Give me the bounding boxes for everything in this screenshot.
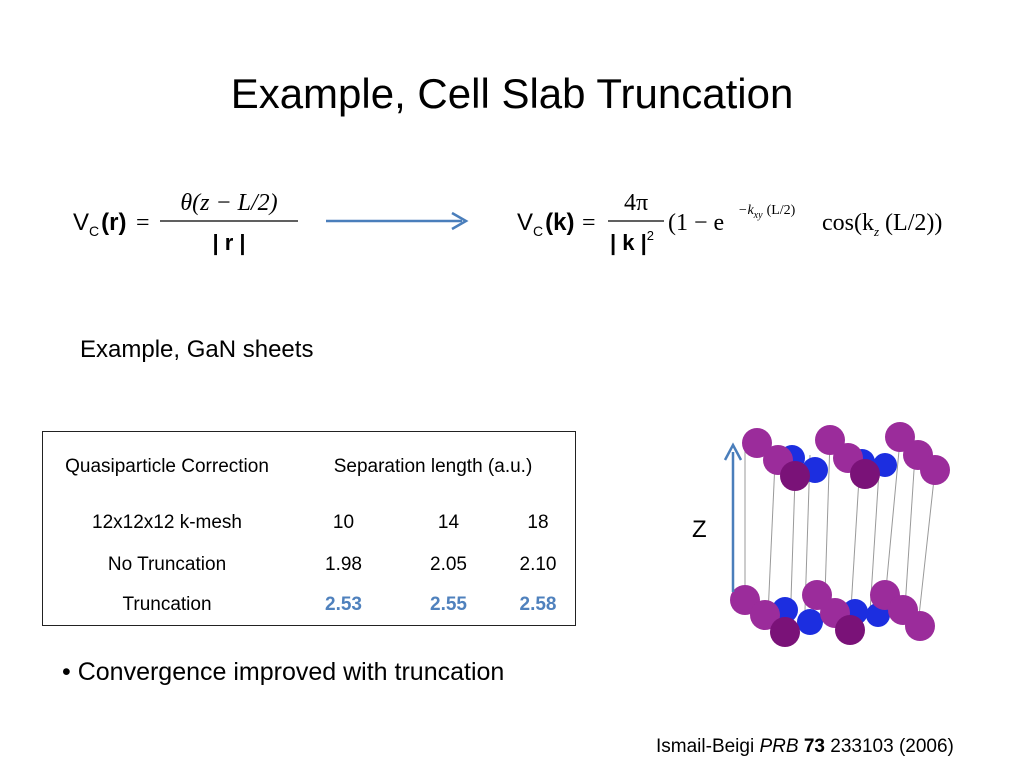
cell: 2.55	[430, 594, 467, 616]
bullet-text: Convergence improved with truncation	[77, 658, 505, 686]
citation-volume: 73	[803, 736, 825, 757]
eq-left-equals: =	[136, 210, 150, 236]
citation-rest: 233103 (2006)	[830, 736, 954, 757]
cell: 2.10	[519, 553, 557, 575]
eq-left-lhs: VC(r)	[73, 209, 126, 239]
z-arrow-head	[723, 442, 743, 461]
header-cell: Separation length (a.u.)	[333, 455, 533, 477]
z-label: Z	[692, 516, 707, 543]
citation: Ismail-Beigi PRB 73 233103 (2006)	[656, 736, 954, 758]
header-cell: Quasiparticle Correction	[65, 455, 269, 477]
eq-right-factor: (1 − e	[668, 210, 724, 236]
eq-right-equals: =	[582, 210, 596, 236]
cell: 12x12x12 k-mesh	[92, 511, 242, 533]
eq-right-lhs: VC(k)	[517, 209, 574, 239]
crystal	[744, 439, 936, 631]
citation-journal: PRB	[759, 736, 799, 757]
cell: Truncation	[122, 594, 212, 616]
citation-authors: Ismail-Beigi	[656, 736, 755, 757]
results-table: Quasiparticle Correction Separation leng…	[42, 431, 576, 626]
cell: 14	[437, 511, 460, 533]
eq-left-numerator: θ(z − L/2)	[180, 190, 277, 216]
eq-right-denominator: | k |2	[610, 228, 654, 255]
cell: No Truncation	[107, 553, 227, 575]
arrow-head	[451, 211, 469, 231]
cell: 2.05	[430, 553, 467, 575]
cell: 18	[527, 511, 549, 533]
atoms	[730, 422, 950, 647]
cell: 2.58	[519, 594, 557, 616]
bullet: • Convergence improved with truncation	[62, 658, 505, 686]
eq-right-exponent: −kxy (L/2)	[738, 203, 796, 221]
cell: 1.98	[325, 553, 362, 575]
eq-right-cos: cos(kz (L/2))	[822, 210, 942, 239]
cell: 10	[332, 511, 355, 533]
subtitle: Example, GaN sheets	[80, 336, 314, 363]
slide-title: Example, Cell Slab Truncation	[230, 70, 794, 117]
eq-right-numerator: 4π	[624, 190, 648, 216]
eq-left-denominator: | r |	[212, 230, 245, 255]
cell: 2.53	[325, 594, 362, 616]
